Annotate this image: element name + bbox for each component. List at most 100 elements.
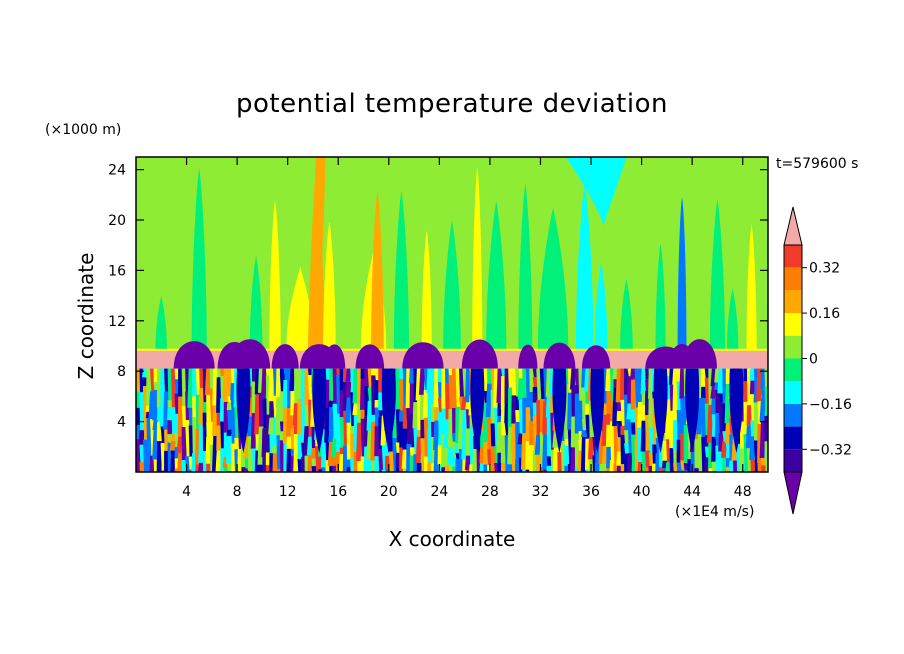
turbulence-cell [422,390,429,418]
turbulence-cell [176,436,183,454]
turbulence-cell [139,461,145,472]
turbulence-cell [665,462,671,472]
y-axis: 4 8 12 16 20 24 [108,163,768,431]
turbulence-cell [272,453,278,472]
turbulence-cell [370,414,376,423]
turbulence-cell [529,421,534,446]
turbulence-cell [216,425,222,451]
turbulence-cell [433,407,440,421]
downdraft [552,368,567,454]
turbulence-cell [672,368,678,385]
turbulence-cell [225,436,232,464]
cold-filament [678,289,685,350]
turbulence-cell [662,467,668,472]
turbulence-cell [763,415,768,442]
turbulence-cell [588,437,594,460]
turbulence-cell [293,434,299,445]
turbulence-cell [225,368,232,397]
turbulence-cell [666,471,671,472]
colorbar: 0.32 0.16 0 −0.16 −0.32 [783,206,852,515]
turbulence-cell [226,402,232,411]
plume [594,262,608,350]
turbulence-cell [360,378,366,410]
turbulence-cell [764,441,768,472]
y-tick-label: 12 [108,314,126,330]
plume [518,183,533,350]
turbulence-cell [275,368,282,398]
turbulence-cell [198,424,204,463]
turbulence-cell [710,398,717,415]
turbulence-cell [271,445,278,454]
turbulence-cell [136,407,142,426]
turbulence-cell [694,438,700,469]
overshoot [355,344,385,369]
overshoot [682,339,717,369]
turbulence-cell [160,368,166,396]
turbulence-cell [136,392,141,408]
cold-patch [565,157,627,227]
turbulence-cell [204,368,211,395]
downdraft [470,368,485,454]
turbulence-cell [746,405,752,426]
turbulence-cell [152,430,159,460]
turbulence-cell [606,390,612,414]
turbulence-cell [496,368,503,403]
turbulence-cell [311,447,317,459]
turbulence-cell [420,419,426,439]
turbulence-cell [444,465,450,472]
turbulence-cell [569,368,577,390]
turbulence-cell [640,420,647,452]
turbulence-cell [515,459,520,472]
turbulence-cell [570,416,577,448]
turbulence-cell [514,396,520,411]
downdraft [653,368,668,454]
turbulence-cell [206,394,212,422]
turbulence-cell [350,426,355,434]
turbulence-cell [206,463,212,472]
turbulence-cell [427,462,433,472]
turbulence-cell [756,368,763,402]
turbulence-cell [452,368,458,408]
turbulence-cell [350,433,356,459]
turbulence-cell [683,425,689,463]
y-tick-label: 20 [108,213,126,229]
turbulence-cell [145,449,152,464]
colorbar-bin [784,313,802,336]
turbulence-cell [327,400,334,408]
turbulence-cell [440,467,447,472]
turbulence-cell [297,434,303,459]
x-tick-label: 40 [633,484,651,500]
turbulence-cell [483,464,489,472]
turbulence-cell [293,444,299,472]
turbulence-cell [532,386,538,393]
x-axis: 4 8 12 16 20 24 28 32 36 40 44 48 [182,157,752,500]
x-tick-label: 20 [380,484,398,500]
turbulence-cell [169,440,176,451]
turbulence-cell [223,467,229,472]
x-tick-label: 48 [734,484,752,500]
turbulence-cell [374,380,380,401]
turbulence-cell [672,384,678,421]
turbulence-cell [346,466,352,472]
turbulence-cell [167,420,173,435]
turbulence-cell [465,428,471,456]
turbulence-cell [522,469,527,472]
turbulence-cell [739,421,745,449]
turbulence-cell [605,424,612,447]
turbulence-cell [378,392,383,411]
turbulence-cell [371,368,376,376]
warm-streak [307,157,326,350]
turbulence-cell [216,377,222,413]
turbulence-cell [732,460,738,472]
turbulence-cell [552,447,559,472]
overshoot [173,341,215,369]
x-unit-label: (×1E4 m/s) [675,504,754,520]
turbulence-cell [331,456,338,466]
turbulence-cell [279,368,285,376]
colorbar-tick-label: 0 [809,352,818,368]
colorbar-bin [784,245,802,268]
y-tick-label: 4 [117,415,126,431]
turbulence-cell [630,379,636,410]
turbulence-cell [679,368,685,399]
turbulence-cell [329,368,334,401]
